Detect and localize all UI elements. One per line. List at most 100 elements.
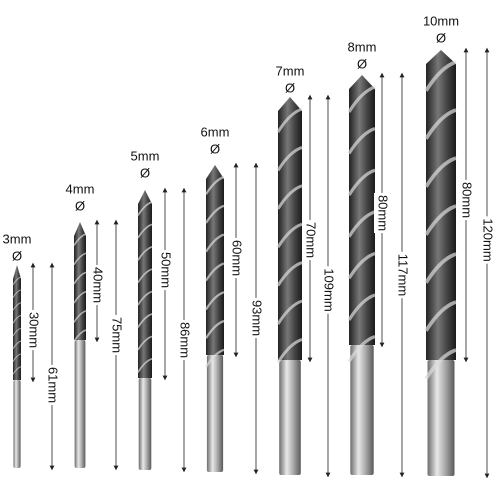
diameter-symbol: Ø xyxy=(210,141,220,156)
diameter-symbol: Ø xyxy=(75,198,85,213)
spiral xyxy=(12,340,22,349)
spiral xyxy=(12,314,22,324)
label-bg xyxy=(108,314,124,356)
spiral xyxy=(205,348,225,368)
spiral xyxy=(73,233,87,246)
label-bg xyxy=(374,192,390,234)
label-bg xyxy=(44,364,60,406)
label-bg xyxy=(394,251,410,299)
spiral xyxy=(205,175,225,195)
diameter-label: 4mm xyxy=(66,181,95,196)
shank xyxy=(138,378,152,470)
label-bg xyxy=(320,266,336,314)
label-bg xyxy=(89,264,105,306)
drill-bit xyxy=(424,50,457,476)
spiral xyxy=(347,210,376,238)
spiral xyxy=(276,337,303,364)
diameter-symbol: Ø xyxy=(357,56,367,71)
spiral xyxy=(276,107,303,133)
spiral xyxy=(276,145,303,172)
shank xyxy=(350,345,374,475)
spiral xyxy=(424,204,457,236)
spiral xyxy=(137,223,153,239)
shank xyxy=(427,360,455,476)
shank xyxy=(13,380,21,468)
flute-length-label: 80mm xyxy=(460,182,475,218)
spiral xyxy=(137,290,153,306)
shank xyxy=(279,360,301,475)
spiral xyxy=(347,335,376,363)
spiral xyxy=(73,329,87,342)
total-length-label: 117mm xyxy=(396,254,411,296)
spiral xyxy=(347,85,376,113)
diameter-label: 3mm xyxy=(3,231,32,246)
flute-length-label: 70mm xyxy=(304,222,319,258)
flute xyxy=(13,265,21,380)
spiral xyxy=(205,233,225,253)
spiral xyxy=(73,310,87,323)
spiral xyxy=(137,335,153,351)
spiral xyxy=(73,271,87,285)
spiral xyxy=(276,222,303,249)
spiral xyxy=(137,245,153,261)
diameter-label: 7mm xyxy=(276,63,305,78)
label-bg xyxy=(157,249,173,291)
spiral xyxy=(12,353,22,362)
spiral xyxy=(276,184,303,210)
drill-bit xyxy=(347,75,376,475)
diameter-symbol: Ø xyxy=(436,30,446,45)
diameter-label: 5mm xyxy=(131,148,160,163)
total-length-label: 75mm xyxy=(110,317,125,353)
spiral xyxy=(424,348,457,380)
label-bg xyxy=(479,216,495,264)
drill-bit xyxy=(276,97,303,475)
shank xyxy=(206,355,224,472)
flute-length-label: 30mm xyxy=(27,312,42,348)
label-bg xyxy=(176,319,192,361)
spiral xyxy=(205,262,225,282)
flute xyxy=(206,165,224,355)
diameter-label: 6mm xyxy=(201,124,230,139)
spiral xyxy=(73,252,87,266)
label-bg xyxy=(248,297,264,339)
spiral xyxy=(424,300,457,332)
spiral xyxy=(347,127,376,155)
total-length-label: 109mm xyxy=(322,268,337,311)
spiral xyxy=(424,60,457,92)
spiral xyxy=(424,156,457,188)
flute xyxy=(74,222,86,340)
spiral xyxy=(137,268,153,284)
spiral xyxy=(12,302,22,311)
total-length-label: 93mm xyxy=(250,300,265,336)
spiral xyxy=(347,168,376,197)
flute-length-label: 80mm xyxy=(376,195,391,231)
drill-bit xyxy=(12,265,22,468)
flute-length-label: 60mm xyxy=(230,240,245,276)
shank xyxy=(74,340,86,468)
spiral xyxy=(137,313,153,328)
total-length-label: 120mm xyxy=(481,218,496,261)
spiral xyxy=(347,293,376,321)
spiral xyxy=(205,291,225,311)
spiral xyxy=(424,108,457,140)
flute xyxy=(138,190,152,378)
spiral xyxy=(12,366,22,375)
total-length-label: 86mm xyxy=(178,322,193,358)
spiral xyxy=(12,289,22,298)
spiral xyxy=(137,357,153,373)
spiral xyxy=(276,261,303,287)
label-bg xyxy=(302,219,318,261)
drill-bit xyxy=(205,165,225,472)
spiral xyxy=(137,201,153,216)
spiral xyxy=(276,299,303,325)
total-length-label: 61mm xyxy=(46,367,61,403)
diameter-label: 8mm xyxy=(348,39,377,54)
spiral xyxy=(205,204,225,224)
spiral xyxy=(12,276,22,285)
spiral xyxy=(424,252,457,284)
drill-bit xyxy=(73,222,87,468)
diameter-symbol: Ø xyxy=(12,248,22,263)
label-bg xyxy=(25,309,41,351)
spiral xyxy=(347,251,376,280)
